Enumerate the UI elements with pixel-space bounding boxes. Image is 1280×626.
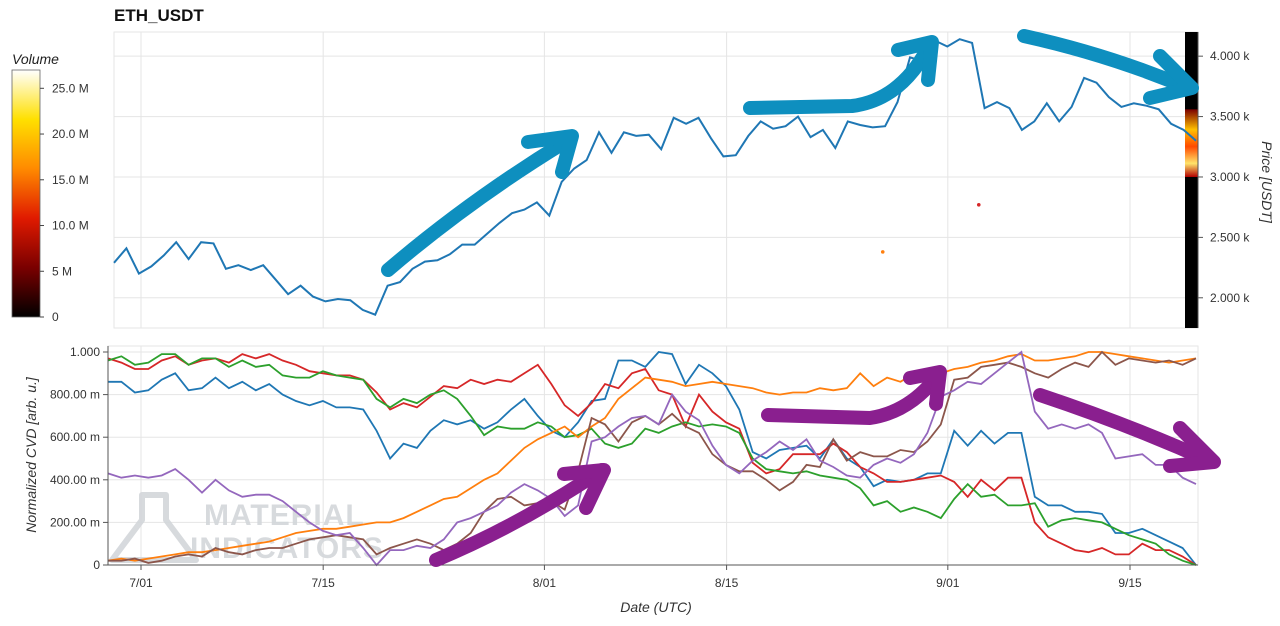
- colorbar-tick-label: 0: [52, 310, 59, 324]
- volume-heatmap-hot-zone: [1185, 109, 1198, 177]
- cvd-tick-label: 400.00 m: [50, 473, 100, 487]
- cvd-tick-label: 1.000: [70, 345, 100, 359]
- price-grid: [114, 32, 1198, 328]
- outlier-point: [880, 250, 885, 254]
- price-series: [113, 38, 1197, 316]
- colorbar-tick-label: 20.0 M: [52, 127, 89, 141]
- colorbar-tick-label: 25.0 M: [52, 81, 89, 95]
- cvd-y-ticks: 0 200.00 m 400.00 m 600.00 m 800.00 m 1.000: [50, 345, 108, 572]
- price-plot-frame: [113, 31, 1199, 329]
- chart-title: ETH_USDT: [114, 6, 204, 25]
- volume-colorbar: Volume 0 5 M 10.0 M 15.0 M 20.0 M 25.0 M: [11, 51, 89, 324]
- cvd-axis-label: Normalized CVD [arb. u.]: [23, 376, 39, 533]
- blue-arrow-2-shaft: [743, 41, 935, 115]
- cvd-line-1: [108, 351, 1197, 566]
- price-tick-label: 4.000 k: [1210, 49, 1250, 63]
- colorbar-tick-label: 15.0 M: [52, 173, 89, 187]
- date-axis-label: Date (UTC): [620, 599, 692, 615]
- price-line: [113, 38, 1197, 316]
- date-tick-label: 7/01: [129, 576, 153, 590]
- date-tick-label: 8/01: [533, 576, 557, 590]
- volume-heatmap-band: [1185, 32, 1198, 328]
- purple-arrow-3-shaft: [1033, 388, 1219, 469]
- price-tick-label: 3.500 k: [1210, 110, 1250, 124]
- price-tick-label: 2.000 k: [1210, 291, 1250, 305]
- date-tick-label: 7/15: [312, 576, 336, 590]
- watermark-line-1: MATERIAL: [204, 499, 365, 532]
- date-tick-label: 8/15: [715, 576, 739, 590]
- annotation-arrows: [381, 29, 1221, 567]
- cvd-tick-label: 0: [93, 558, 100, 572]
- colorbar-title: Volume: [12, 51, 59, 67]
- blue-arrow-1-head: [521, 129, 579, 179]
- flask-icon: [109, 492, 199, 563]
- cvd-series: [107, 350, 1197, 567]
- cvd-line-3: [107, 353, 1197, 566]
- cvd-line-2: [107, 353, 1197, 566]
- cvd-tick-label: 800.00 m: [50, 388, 100, 402]
- purple-arrow-1-shaft: [429, 463, 609, 567]
- blue-arrow-3-shaft: [1017, 29, 1195, 95]
- purple-arrow-3-head: [1163, 421, 1221, 473]
- colorbar-tick-label: 10.0 M: [52, 219, 89, 233]
- price-panel: 2.000 k 2.500 k 3.000 k 3.500 k 4.000 k Pric…: [113, 31, 1275, 329]
- blue-arrow-1-shaft: [381, 135, 572, 277]
- price-tick-label: 3.000 k: [1210, 170, 1250, 184]
- purple-arrow-2-head: [903, 365, 947, 411]
- outlier-point: [976, 202, 981, 207]
- price-axis-label: Price [USDT]: [1259, 141, 1275, 224]
- cvd-tick-label: 200.00 m: [50, 515, 100, 529]
- purple-arrow-1-head: [557, 463, 611, 515]
- blue-arrow-3-head: [1143, 49, 1199, 105]
- colorbar-ticks: 0 5 M 10.0 M 15.0 M 20.0 M 25.0 M: [40, 81, 89, 324]
- cvd-line-6: [107, 350, 1197, 567]
- blue-arrow-2-head: [891, 35, 939, 87]
- date-x-ticks: 7/01 7/15 8/01 8/15 9/01 9/15: [129, 565, 1142, 590]
- date-tick-label: 9/01: [936, 576, 960, 590]
- watermark: MATERIAL INDICATORS: [109, 492, 383, 565]
- price-y-ticks: 2.000 k 2.500 k 3.000 k 3.500 k 4.000 k: [1198, 49, 1250, 305]
- colorbar-gradient: [11, 69, 41, 318]
- price-tick-label: 2.500 k: [1210, 230, 1250, 244]
- cvd-line-4: [107, 351, 1197, 562]
- colorbar-tick-label: 5 M: [52, 264, 72, 278]
- date-tick-label: 9/15: [1118, 576, 1142, 590]
- price-outlier-points: [880, 202, 981, 254]
- cvd-tick-label: 600.00 m: [50, 430, 100, 444]
- purple-arrow-2-shaft: [761, 368, 945, 425]
- cvd-panel: MATERIAL INDICATORS 0 200.00 m 400.00 m 600…: [23, 345, 1199, 615]
